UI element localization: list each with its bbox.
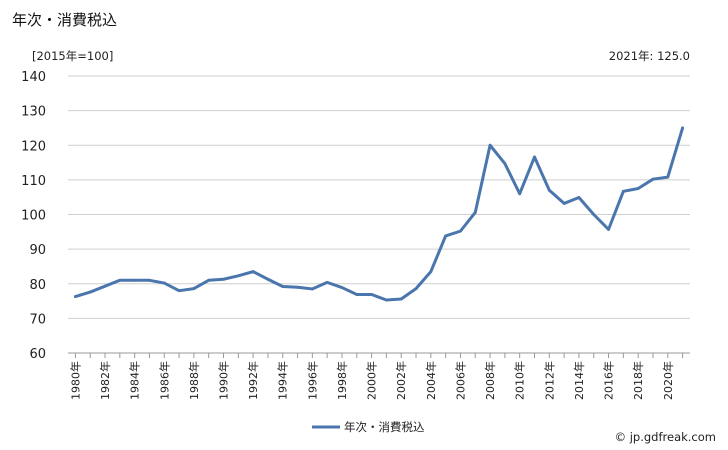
y-tick-label: 130: [21, 105, 46, 120]
x-tick-label: 2016年: [602, 361, 616, 400]
legend-label: 年次・消費税込: [344, 420, 425, 434]
x-tick-label: 2014年: [572, 361, 586, 400]
data-point-1991: [236, 274, 240, 278]
x-tick-label: 2004年: [424, 361, 438, 400]
y-tick-label: 100: [21, 209, 46, 224]
series-line: [73, 126, 685, 302]
grid-lines: [68, 75, 690, 319]
data-point-2017: [621, 189, 625, 193]
data-point-2010: [518, 192, 522, 196]
x-tick-label: 1986年: [157, 361, 171, 400]
x-tick-label: 2000年: [365, 361, 379, 400]
data-point-2012: [547, 188, 551, 192]
data-point-2018: [636, 187, 640, 190]
x-tick-label: 1982年: [98, 361, 112, 400]
data-point-1981: [88, 290, 92, 294]
data-point-2016: [607, 227, 610, 231]
y-tick-label: 60: [29, 347, 46, 362]
data-point-2008: [488, 143, 492, 147]
data-point-1993: [266, 277, 270, 281]
data-point-1995: [296, 285, 299, 289]
data-points: [74, 126, 684, 302]
data-point-1996: [310, 287, 314, 291]
x-tick-label: 1990年: [217, 361, 231, 400]
data-point-1989: [207, 278, 211, 282]
data-point-2001: [385, 298, 388, 302]
data-point-1986: [162, 281, 166, 285]
data-point-2013: [562, 202, 566, 205]
x-tick-label: 2010年: [513, 361, 527, 400]
x-tick-label: 2006年: [453, 361, 467, 400]
data-point-1992: [251, 270, 255, 274]
y-tick-label: 70: [29, 312, 46, 327]
y-axis-ticks: 60 70 80 90 100 110 120 130 140: [21, 70, 46, 362]
data-point-2000: [370, 293, 373, 296]
data-point-2009: [503, 162, 507, 166]
latest-value-note: 2021年: 125.0: [609, 49, 690, 63]
x-tick-label: 1984年: [128, 361, 142, 400]
x-tick-label: 2020年: [661, 361, 675, 400]
unit-label: [2015年=100]: [32, 49, 113, 63]
data-point-1990: [222, 277, 225, 281]
data-point-2005: [444, 234, 448, 238]
x-tick-label: 1988年: [187, 361, 201, 400]
x-tick-label: 1994年: [276, 361, 290, 400]
data-point-2020: [666, 175, 670, 179]
data-point-1987: [177, 289, 181, 293]
y-tick-label: 120: [21, 139, 46, 154]
x-tick-label: 1998年: [335, 361, 349, 400]
data-point-1988: [192, 287, 196, 290]
data-point-1994: [281, 285, 285, 288]
data-point-2006: [459, 229, 462, 233]
data-point-1983: [118, 278, 122, 282]
data-point-2004: [429, 270, 433, 274]
data-point-2007: [473, 211, 477, 214]
data-point-1980: [74, 295, 77, 298]
x-tick-label: 1996年: [305, 361, 319, 400]
data-point-2014: [577, 196, 581, 199]
data-point-2003: [414, 287, 418, 290]
data-point-1982: [103, 284, 107, 288]
x-tick-label: 2012年: [542, 361, 556, 400]
y-tick-label: 140: [21, 70, 46, 85]
y-tick-label: 80: [29, 278, 46, 293]
chart-title: 年次・消費税込: [12, 11, 117, 29]
legend: 年次・消費税込: [312, 420, 425, 434]
x-tick-label: 2018年: [631, 361, 645, 400]
data-point-2002: [399, 297, 403, 301]
data-point-1997: [325, 280, 329, 284]
x-tick-label: 1992年: [246, 361, 260, 400]
data-point-2015: [592, 213, 596, 216]
data-point-2021: [681, 126, 684, 130]
data-point-1984: [133, 278, 137, 282]
data-point-2011: [533, 155, 536, 159]
x-tick-label: 2002年: [394, 361, 408, 400]
x-tick-label: 2008年: [483, 361, 497, 400]
x-tick-label: 1980年: [68, 361, 82, 400]
y-tick-label: 90: [29, 243, 46, 258]
data-point-1999: [355, 293, 359, 296]
data-point-1998: [340, 286, 344, 289]
x-axis-ticks: 1980年 1982年 1984年 1986年 1988年 1990年 1992年 1994年…: [68, 353, 684, 400]
y-tick-label: 110: [21, 174, 46, 189]
data-point-1985: [148, 278, 151, 282]
source-credit: © jp.gdfreak.com: [615, 430, 716, 444]
data-point-2019: [651, 177, 655, 181]
